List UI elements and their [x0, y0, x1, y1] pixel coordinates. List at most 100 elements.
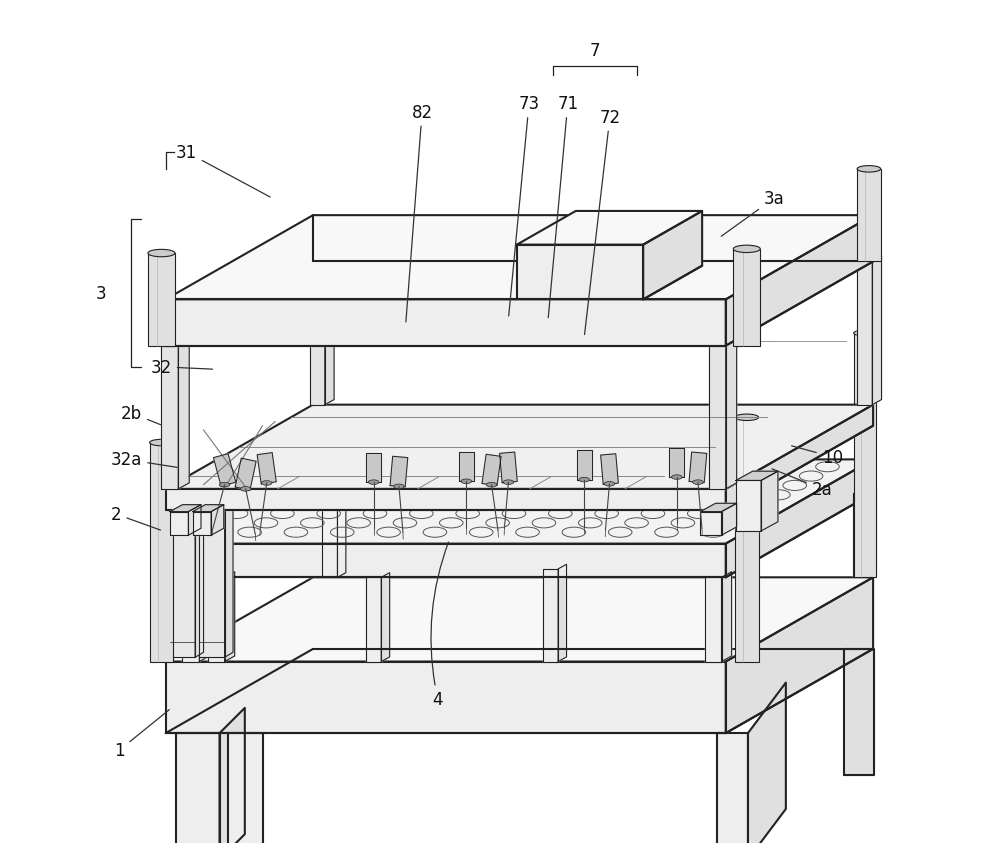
Polygon shape	[722, 504, 737, 536]
FancyBboxPatch shape	[857, 170, 881, 262]
Polygon shape	[310, 262, 325, 405]
Ellipse shape	[857, 166, 881, 173]
Polygon shape	[166, 490, 726, 511]
Polygon shape	[705, 577, 722, 662]
Polygon shape	[709, 346, 726, 490]
Polygon shape	[748, 683, 786, 844]
Ellipse shape	[148, 250, 175, 257]
Polygon shape	[257, 453, 276, 484]
Polygon shape	[700, 504, 737, 512]
Polygon shape	[178, 340, 189, 490]
Polygon shape	[390, 457, 408, 487]
Ellipse shape	[461, 479, 472, 484]
Polygon shape	[844, 649, 874, 776]
Polygon shape	[225, 497, 233, 657]
Text: 7: 7	[590, 42, 600, 60]
Polygon shape	[161, 346, 178, 490]
FancyBboxPatch shape	[148, 254, 175, 346]
Polygon shape	[761, 472, 778, 532]
Polygon shape	[736, 481, 761, 532]
Polygon shape	[868, 489, 876, 577]
Polygon shape	[736, 472, 778, 481]
Text: 73: 73	[509, 95, 540, 316]
Polygon shape	[643, 212, 702, 300]
FancyBboxPatch shape	[150, 443, 173, 662]
Polygon shape	[166, 460, 873, 544]
Polygon shape	[170, 512, 188, 536]
Polygon shape	[337, 489, 346, 577]
Polygon shape	[228, 733, 263, 844]
Text: 2: 2	[111, 506, 160, 530]
Polygon shape	[166, 216, 873, 300]
Polygon shape	[195, 497, 204, 657]
Polygon shape	[170, 505, 201, 512]
Polygon shape	[166, 577, 873, 662]
Text: 72: 72	[585, 109, 621, 335]
Polygon shape	[225, 572, 235, 662]
Polygon shape	[872, 257, 882, 405]
Polygon shape	[220, 708, 245, 844]
Text: 32a: 32a	[111, 451, 177, 469]
Polygon shape	[166, 544, 726, 577]
Polygon shape	[482, 455, 501, 486]
Polygon shape	[366, 453, 381, 483]
Text: 2a: 2a	[772, 469, 832, 498]
Polygon shape	[459, 452, 474, 482]
Polygon shape	[235, 458, 256, 490]
Ellipse shape	[672, 475, 682, 479]
Polygon shape	[500, 452, 517, 483]
Polygon shape	[722, 572, 732, 662]
Polygon shape	[726, 216, 873, 346]
Polygon shape	[208, 577, 225, 662]
Text: 31: 31	[176, 143, 270, 197]
FancyBboxPatch shape	[854, 333, 876, 577]
Polygon shape	[381, 573, 390, 662]
Polygon shape	[577, 451, 592, 480]
Ellipse shape	[735, 414, 759, 421]
Ellipse shape	[240, 487, 251, 491]
Ellipse shape	[854, 331, 876, 337]
Polygon shape	[322, 494, 337, 577]
Polygon shape	[193, 505, 224, 512]
Ellipse shape	[486, 483, 497, 487]
Polygon shape	[166, 662, 726, 733]
Polygon shape	[857, 262, 872, 405]
Polygon shape	[726, 405, 873, 511]
Polygon shape	[726, 340, 737, 490]
Polygon shape	[558, 565, 567, 662]
Text: 2b: 2b	[121, 404, 161, 425]
Polygon shape	[669, 448, 684, 478]
Ellipse shape	[503, 480, 514, 484]
FancyBboxPatch shape	[733, 250, 760, 346]
Polygon shape	[700, 512, 722, 536]
Polygon shape	[211, 505, 224, 536]
Text: 32: 32	[150, 359, 213, 376]
Polygon shape	[366, 577, 381, 662]
Ellipse shape	[733, 246, 760, 253]
Text: 71: 71	[548, 95, 578, 318]
Polygon shape	[689, 452, 707, 483]
Ellipse shape	[261, 481, 272, 485]
Polygon shape	[726, 460, 873, 577]
FancyBboxPatch shape	[735, 418, 759, 662]
Ellipse shape	[604, 482, 615, 486]
Polygon shape	[193, 512, 211, 536]
Polygon shape	[517, 246, 643, 300]
Polygon shape	[199, 572, 209, 662]
Polygon shape	[166, 405, 873, 490]
Polygon shape	[325, 257, 334, 405]
Polygon shape	[853, 494, 868, 577]
Polygon shape	[170, 502, 195, 657]
Polygon shape	[166, 300, 726, 346]
Polygon shape	[188, 505, 201, 536]
Polygon shape	[543, 569, 558, 662]
Ellipse shape	[579, 478, 590, 482]
Ellipse shape	[219, 483, 230, 487]
Ellipse shape	[150, 440, 173, 446]
Polygon shape	[213, 454, 236, 486]
Text: 82: 82	[406, 104, 433, 322]
Polygon shape	[199, 502, 225, 657]
Ellipse shape	[394, 484, 404, 489]
Ellipse shape	[368, 480, 379, 484]
Text: 4: 4	[431, 543, 448, 709]
